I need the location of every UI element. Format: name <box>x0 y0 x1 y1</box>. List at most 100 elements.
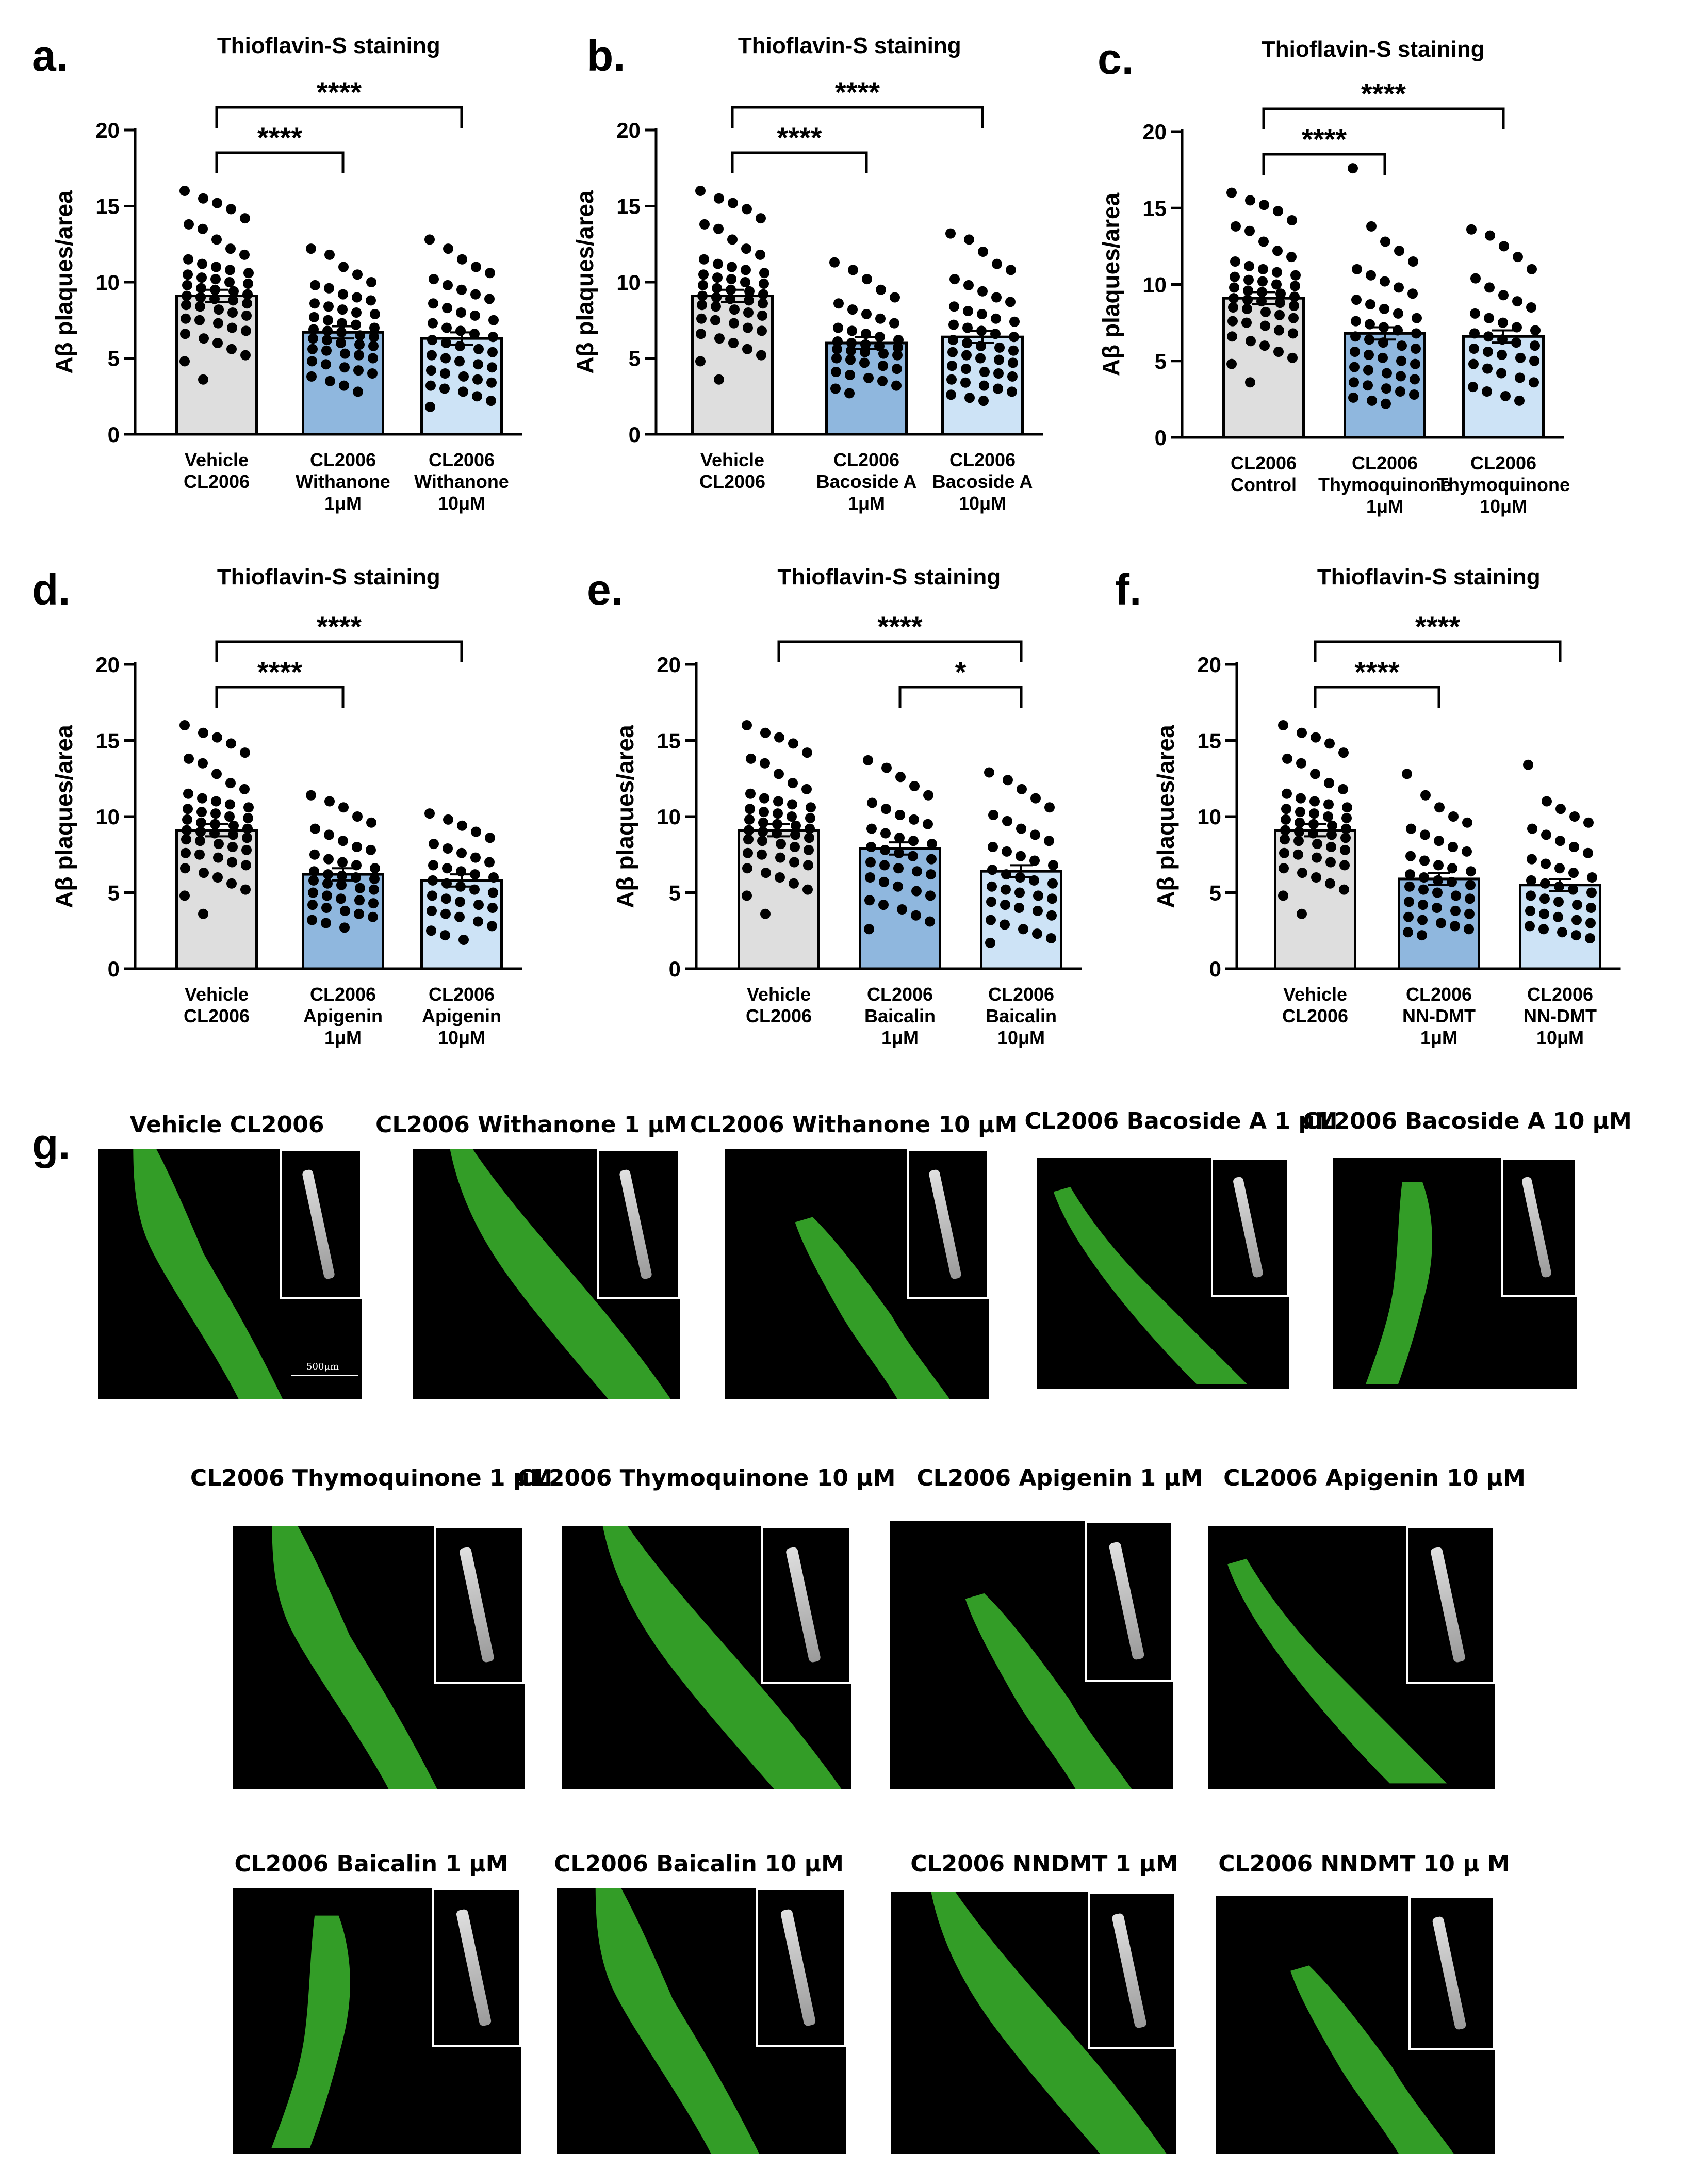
data-point <box>228 295 238 306</box>
data-point <box>1029 875 1039 886</box>
data-point <box>1282 753 1292 764</box>
data-point <box>228 286 239 297</box>
data-point <box>427 905 437 916</box>
data-point <box>846 338 857 348</box>
data-point <box>1484 282 1495 293</box>
data-point <box>325 376 335 386</box>
data-point <box>1350 346 1360 357</box>
data-point <box>696 313 707 324</box>
data-point <box>876 284 886 295</box>
chart-title: Thioflavin-S staining <box>738 33 961 58</box>
data-point <box>308 875 319 886</box>
y-tick-label: 0 <box>108 422 120 447</box>
worm-fluorescence <box>271 1915 350 2148</box>
data-point <box>741 243 751 254</box>
data-point <box>712 283 722 294</box>
data-point <box>1287 352 1298 363</box>
significance-bracket <box>1314 686 1440 708</box>
x-tick-label: CL2006 <box>184 471 250 492</box>
data-point <box>488 872 499 883</box>
x-tick-label: CL2006 <box>1282 1005 1348 1026</box>
data-point <box>757 325 767 336</box>
data-point <box>240 884 251 895</box>
data-point <box>197 793 207 804</box>
data-point <box>745 788 756 799</box>
data-point <box>1587 872 1597 883</box>
data-point <box>908 836 919 846</box>
data-point <box>743 834 754 845</box>
significance-bracket <box>731 106 984 128</box>
data-point <box>322 325 333 336</box>
data-point <box>1483 331 1494 342</box>
data-point <box>1047 878 1058 889</box>
data-point <box>1279 863 1289 874</box>
micrograph-image <box>1216 1896 1495 2154</box>
data-point <box>993 383 1003 394</box>
data-point <box>484 294 495 304</box>
data-point <box>338 802 349 813</box>
grayscale-inset <box>761 1526 851 1684</box>
data-point <box>879 876 889 887</box>
data-point <box>196 807 207 818</box>
data-point <box>470 869 480 880</box>
data-point <box>1227 316 1238 327</box>
data-point <box>1002 846 1012 857</box>
inset-streak <box>928 1169 962 1280</box>
data-point <box>1007 386 1017 397</box>
data-point <box>1525 905 1535 916</box>
micrograph-label: CL2006 Apigenin 1 μM <box>916 1465 1203 1491</box>
data-point <box>1246 336 1256 347</box>
x-tick-label: NN-DMT <box>1524 1005 1597 1026</box>
data-point <box>1380 276 1390 287</box>
inset-streak <box>785 1546 822 1664</box>
data-point <box>1293 849 1303 860</box>
data-point <box>740 277 750 287</box>
data-point <box>1410 358 1420 369</box>
data-point <box>352 269 363 280</box>
data-point <box>195 826 206 837</box>
data-point <box>469 329 480 339</box>
data-point <box>183 269 193 280</box>
y-axis-label: Aβ plaques/area <box>51 190 77 374</box>
y-tick-label: 0 <box>1155 426 1167 450</box>
data-point <box>243 812 253 823</box>
data-point <box>227 322 237 333</box>
x-tick-label: 10μM <box>997 1027 1045 1048</box>
data-point <box>1015 872 1025 883</box>
data-point <box>1407 288 1418 299</box>
data-point <box>441 338 451 348</box>
data-point <box>1402 769 1412 779</box>
data-point <box>946 389 956 400</box>
data-point <box>195 292 206 303</box>
data-point <box>948 319 959 330</box>
data-point <box>990 329 1001 339</box>
x-tick-label: CL2006 <box>310 449 376 470</box>
data-point <box>180 329 190 339</box>
data-point <box>321 918 331 928</box>
data-point <box>181 300 191 311</box>
data-point <box>1009 332 1019 343</box>
data-point <box>352 292 362 303</box>
data-point <box>746 753 756 764</box>
data-point <box>1008 345 1019 356</box>
micrograph-label: CL2006 Withanone 1 μM <box>375 1112 687 1138</box>
data-point <box>790 829 800 840</box>
data-point <box>214 304 224 315</box>
data-point <box>427 335 437 346</box>
x-tick-label: 1μM <box>1366 496 1403 517</box>
data-point <box>472 391 482 402</box>
data-point <box>1525 921 1535 932</box>
significance-bracket <box>731 151 868 173</box>
data-point <box>307 900 318 910</box>
data-point <box>227 307 238 318</box>
data-point <box>310 280 320 290</box>
data-point <box>1342 802 1352 813</box>
data-point <box>353 386 363 397</box>
data-point <box>226 344 237 354</box>
data-point <box>183 788 193 799</box>
data-point <box>440 930 450 941</box>
data-point <box>457 820 467 831</box>
data-point <box>1348 163 1358 174</box>
data-point <box>1412 313 1422 323</box>
